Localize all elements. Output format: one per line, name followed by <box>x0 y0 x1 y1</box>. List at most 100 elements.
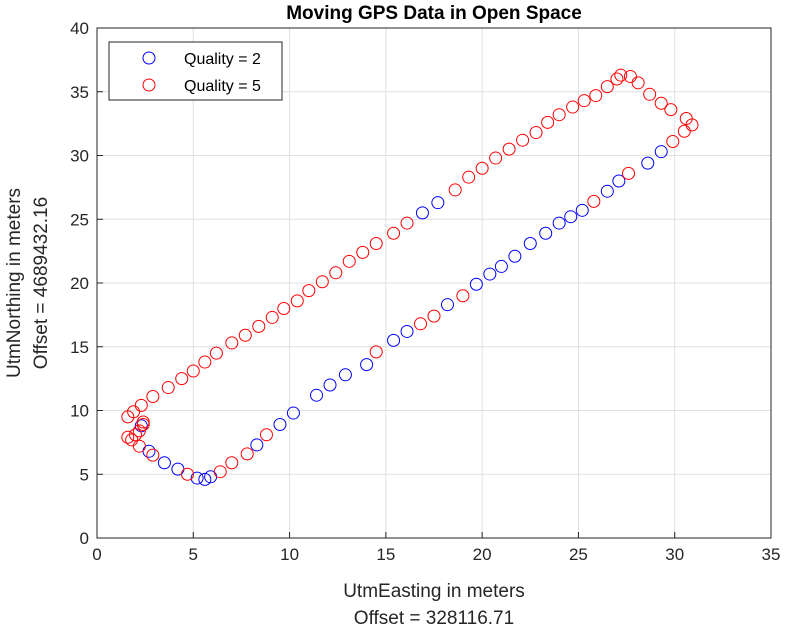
data-point <box>134 398 148 412</box>
y-tick-label: 40 <box>70 19 89 38</box>
data-point <box>175 372 189 386</box>
data-point <box>161 381 175 395</box>
y-tick-label: 25 <box>70 210 89 229</box>
data-point <box>431 196 445 210</box>
legend-label-quality-5: Quality = 5 <box>184 78 261 95</box>
x-tick-label: 25 <box>569 545 588 564</box>
y-tick-label: 0 <box>80 529 89 548</box>
legend-label-quality-2: Quality = 2 <box>184 51 261 68</box>
data-point <box>631 76 645 90</box>
data-point <box>440 298 454 312</box>
x-axis-ticks: 0 5 10 15 20 25 30 35 <box>92 532 780 564</box>
data-point <box>265 310 279 324</box>
data-point <box>238 328 252 342</box>
data-point <box>186 364 200 378</box>
x-axis-label: UtmEasting in meters <box>343 581 525 602</box>
data-point <box>259 428 273 442</box>
legend-box <box>108 41 283 101</box>
data-point <box>448 183 462 197</box>
x-tick-label: 20 <box>473 545 492 564</box>
y-tick-label: 35 <box>70 83 89 102</box>
data-point <box>356 245 370 259</box>
data-point <box>666 134 680 148</box>
data-point <box>286 406 300 420</box>
data-point <box>146 389 160 403</box>
data-point <box>127 405 141 419</box>
data-point <box>575 203 589 217</box>
data-point <box>475 161 489 175</box>
chart-title: Moving GPS Data in Open Space <box>286 3 582 24</box>
y-tick-label: 10 <box>70 402 89 421</box>
data-point <box>552 216 566 230</box>
data-point <box>329 266 343 280</box>
data-point <box>315 275 329 289</box>
data-point <box>369 236 383 250</box>
data-point <box>252 319 266 333</box>
data-point <box>600 80 614 94</box>
data-point <box>502 142 516 156</box>
data-point <box>564 210 578 224</box>
y-axis-label: UtmNorthing in meters <box>4 188 25 378</box>
y-axis-ticks: 0 5 10 15 20 25 30 35 40 <box>70 19 103 548</box>
data-point <box>290 294 304 308</box>
legend: Quality = 2 Quality = 5 <box>108 41 283 101</box>
data-point <box>541 115 555 129</box>
data-point <box>612 174 626 188</box>
x-tick-label: 10 <box>280 545 299 564</box>
x-tick-label: 5 <box>189 545 198 564</box>
data-point <box>400 216 414 230</box>
data-point <box>587 194 601 208</box>
data-point <box>360 358 374 372</box>
data-point <box>400 324 414 338</box>
data-point <box>654 145 668 159</box>
data-point <box>489 151 503 165</box>
data-point <box>132 439 146 453</box>
y-tick-label: 30 <box>70 147 89 166</box>
data-point <box>181 467 195 481</box>
data-point <box>240 447 254 461</box>
series-quality-2 <box>134 145 668 486</box>
y-tick-label: 5 <box>80 465 89 484</box>
x-tick-label: 30 <box>665 545 684 564</box>
data-point <box>369 345 383 359</box>
series-quality-5 <box>121 68 699 481</box>
data-point <box>523 236 537 250</box>
data-point <box>302 284 316 298</box>
data-point <box>664 103 678 117</box>
data-point <box>136 415 150 429</box>
data-point <box>250 438 264 452</box>
data-point <box>469 277 483 291</box>
data-point <box>198 472 212 486</box>
data-point <box>643 87 657 101</box>
data-point <box>277 302 291 315</box>
data-point <box>621 166 635 180</box>
data-point <box>121 430 135 444</box>
data-point <box>213 465 227 479</box>
data-point <box>387 333 401 347</box>
data-point <box>614 68 628 82</box>
x-tick-label: 35 <box>762 545 781 564</box>
data-point <box>146 448 160 462</box>
y-tick-label: 15 <box>70 338 89 357</box>
data-point <box>342 254 356 268</box>
data-point <box>338 368 352 382</box>
data-point <box>387 226 401 240</box>
data-point <box>677 124 691 138</box>
x-axis-offset-label: Offset = 328116.71 <box>354 608 514 629</box>
data-point <box>456 289 470 303</box>
data-point <box>132 424 146 438</box>
data-point <box>310 388 324 402</box>
data-point <box>483 267 497 281</box>
y-tick-label: 20 <box>70 274 89 293</box>
data-point <box>462 170 476 184</box>
x-tick-label: 15 <box>376 545 395 564</box>
data-point <box>225 456 239 470</box>
data-point <box>198 355 212 369</box>
data-point <box>654 96 668 110</box>
data-point <box>157 456 171 470</box>
data-point <box>508 249 522 263</box>
data-point <box>136 418 150 432</box>
data-point <box>273 418 287 432</box>
plot-frame <box>96 27 772 539</box>
